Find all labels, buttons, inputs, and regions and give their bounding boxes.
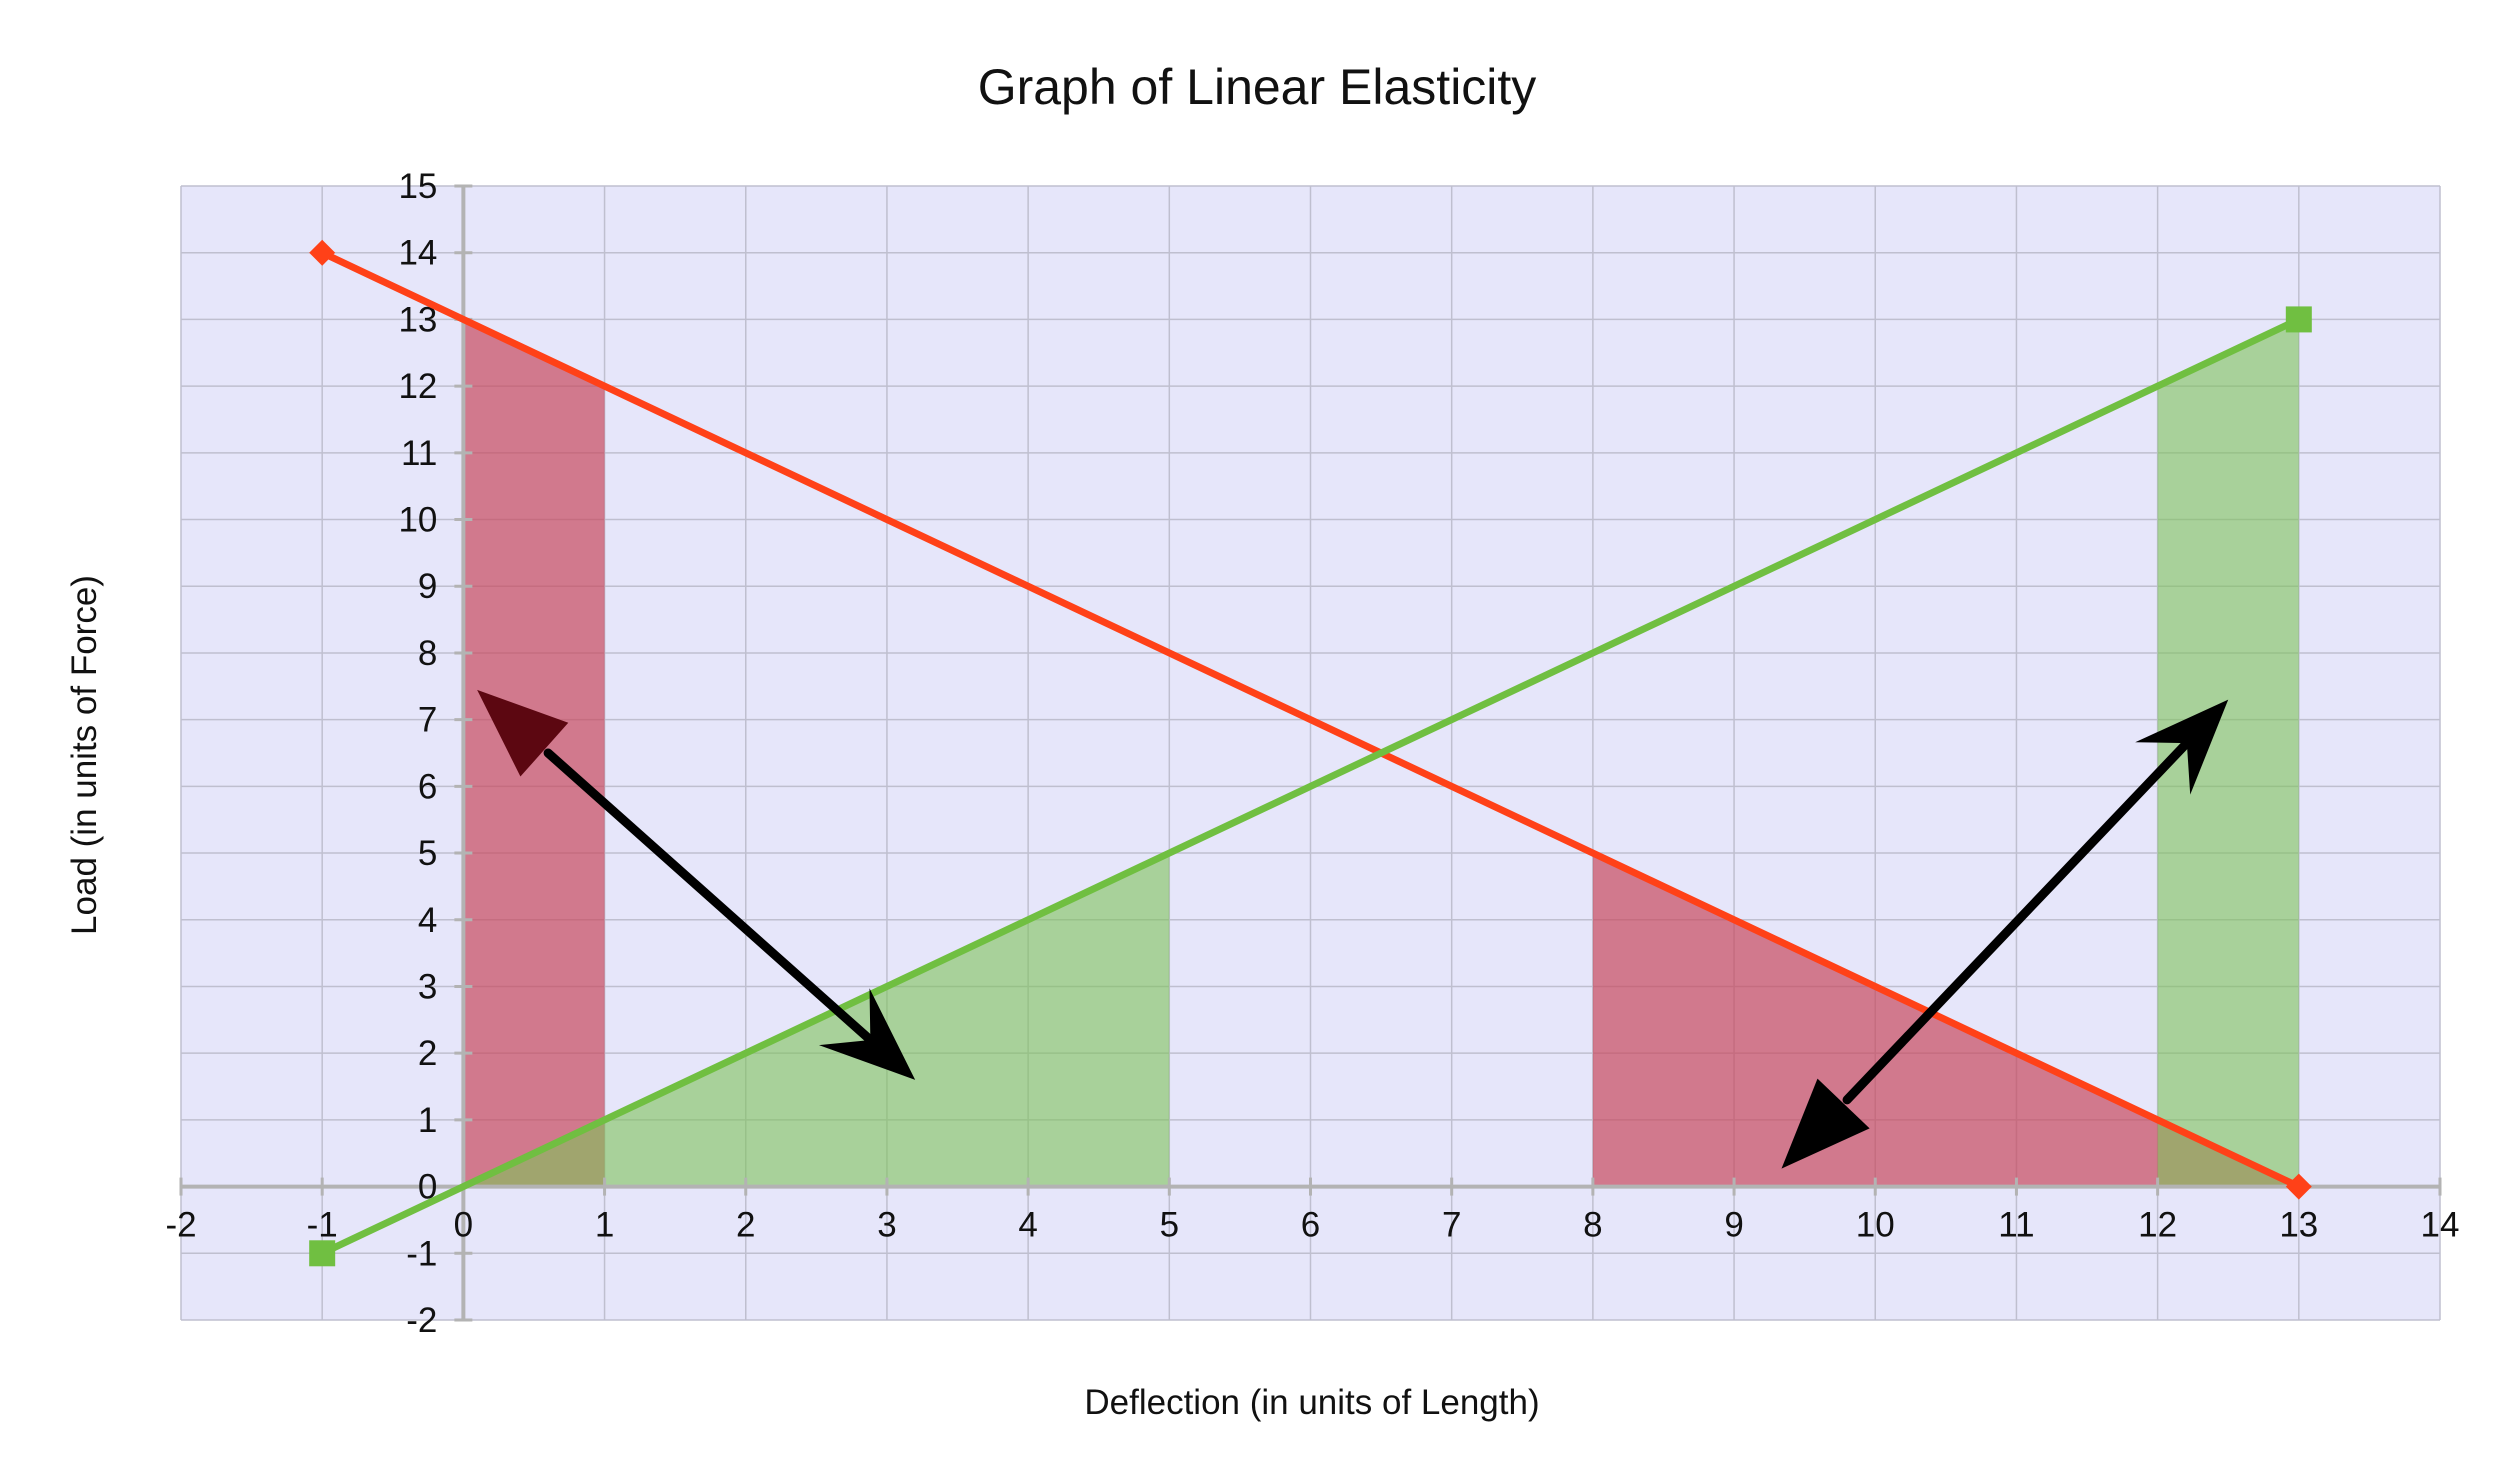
series-line (318, 249, 2303, 1191)
x-tick-label: 9 (1724, 1206, 1743, 1245)
y-tick-label: 6 (418, 767, 437, 806)
x-tick-label: 14 (2421, 1206, 2460, 1245)
arrow-head-start (1781, 1078, 1870, 1169)
x-tick-label: -2 (165, 1206, 196, 1245)
y-tick-label: -1 (406, 1234, 437, 1273)
x-axis-title: Deflection (in units of Length) (1084, 1383, 1539, 1422)
x-tick-label: 11 (1998, 1206, 2034, 1245)
x-tick-label: 2 (736, 1206, 755, 1245)
plot-area: -2 -1 0 1 2 3 4 5 6 7 8 9 10 11 12 13 14-2-1012345678910… (165, 167, 2459, 1340)
chart-title: Graph of Linear Elasticity (978, 59, 1537, 115)
y-tick-label: 8 (418, 634, 437, 673)
series-line (318, 315, 2303, 1257)
x-tick-label: 1 (595, 1206, 614, 1245)
data-point (309, 1240, 336, 1267)
x-tick-label: -1 (307, 1206, 338, 1245)
y-tick-label: 11 (401, 434, 437, 473)
y-tick-label: 3 (418, 967, 437, 1006)
y-tick-label: 9 (418, 567, 437, 606)
x-tick-label: 7 (1442, 1206, 1461, 1245)
x-tick-label: 3 (877, 1206, 896, 1245)
y-axis-title: Load (in units of Force) (65, 575, 104, 935)
x-tick-label: 12 (2138, 1206, 2177, 1245)
shaded-region (2157, 319, 2299, 1187)
x-tick-label: 6 (1301, 1206, 1320, 1245)
y-tick-label: 0 (418, 1168, 437, 1207)
y-tick-label: 14 (398, 234, 437, 273)
data-point (309, 239, 336, 266)
x-tick-label: 5 (1160, 1206, 1179, 1245)
y-tick-label: 2 (418, 1034, 437, 1073)
y-tick-label: 10 (398, 501, 437, 540)
y-tick-label: -2 (406, 1301, 437, 1340)
y-tick-label: 15 (398, 167, 437, 206)
x-tick-label: 4 (1018, 1206, 1037, 1245)
arrow-head-end (2135, 699, 2229, 795)
arrow-head-start (477, 689, 569, 777)
data-point (2285, 1173, 2312, 1200)
x-tick-label: 13 (2279, 1206, 2318, 1245)
x-tick-label: 8 (1583, 1206, 1602, 1245)
data-point (2285, 306, 2312, 333)
y-tick-label: 7 (418, 701, 437, 740)
x-tick-label: 0 (454, 1206, 473, 1245)
arrow-shaft (1842, 724, 2206, 1105)
y-tick-label: 1 (418, 1101, 437, 1140)
y-tick-label: 4 (418, 901, 437, 940)
arrow-head-end (818, 988, 916, 1080)
y-tick-label: 12 (398, 367, 437, 406)
x-tick-label: 10 (1856, 1206, 1895, 1245)
y-tick-label: 5 (418, 834, 437, 873)
arrow-shaft (543, 748, 890, 1058)
